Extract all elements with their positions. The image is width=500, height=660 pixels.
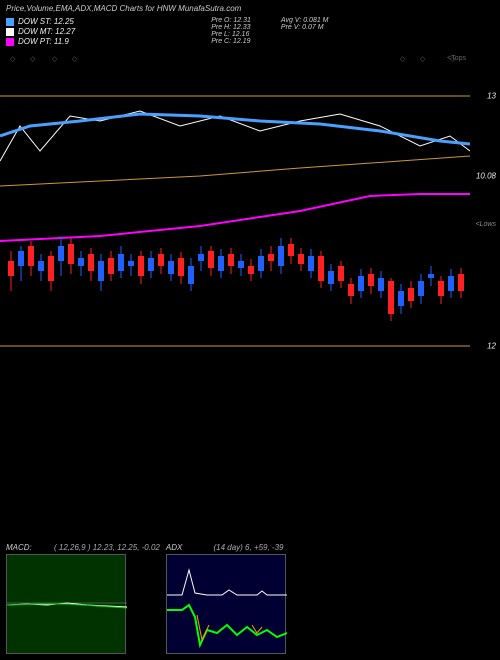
stat-avg-v: Avg V: 0.081 M [281, 17, 329, 24]
stat-pre-c: Pre C: 12.19 [211, 38, 251, 45]
legend-label: DOW ST: 12.25 [18, 17, 74, 26]
legend-dow-mt: DOW MT: 12.27 [6, 27, 75, 36]
stat-pre-v: Pre V: 0.07 M [281, 24, 329, 31]
legend-dow-st: DOW ST: 12.25 [6, 17, 75, 26]
stat-pre-o: Pre O: 12.31 [211, 17, 251, 24]
macd-panel[interactable] [6, 554, 126, 654]
macd-title: MACD: ( 12,26,9 ) 12.23, 12.25, -0.02 [6, 543, 160, 554]
adx-panel[interactable] [166, 554, 286, 654]
legend-dow-pt: DOW PT: 11.9 [6, 37, 75, 46]
stat-pre-h: Pre H: 12.33 [211, 24, 251, 31]
legend-label: DOW PT: 11.9 [18, 37, 69, 46]
legend-label: DOW MT: 12.27 [18, 27, 75, 36]
main-price-chart[interactable]: 1310.0812<Lows [0, 66, 500, 366]
legend-area: DOW ST: 12.25 DOW MT: 12.27 DOW PT: 11.9… [0, 17, 500, 46]
adx-title: ADX (14 day) 6, +59, -39 [166, 543, 286, 554]
marker-row: ◇◇◇◇◇◇◇<Tops [0, 55, 470, 65]
chart-title: Price,Volume,EMA,ADX,MACD Charts for HNW… [0, 0, 500, 17]
stat-pre-l: Pre L: 12.16 [211, 31, 251, 38]
